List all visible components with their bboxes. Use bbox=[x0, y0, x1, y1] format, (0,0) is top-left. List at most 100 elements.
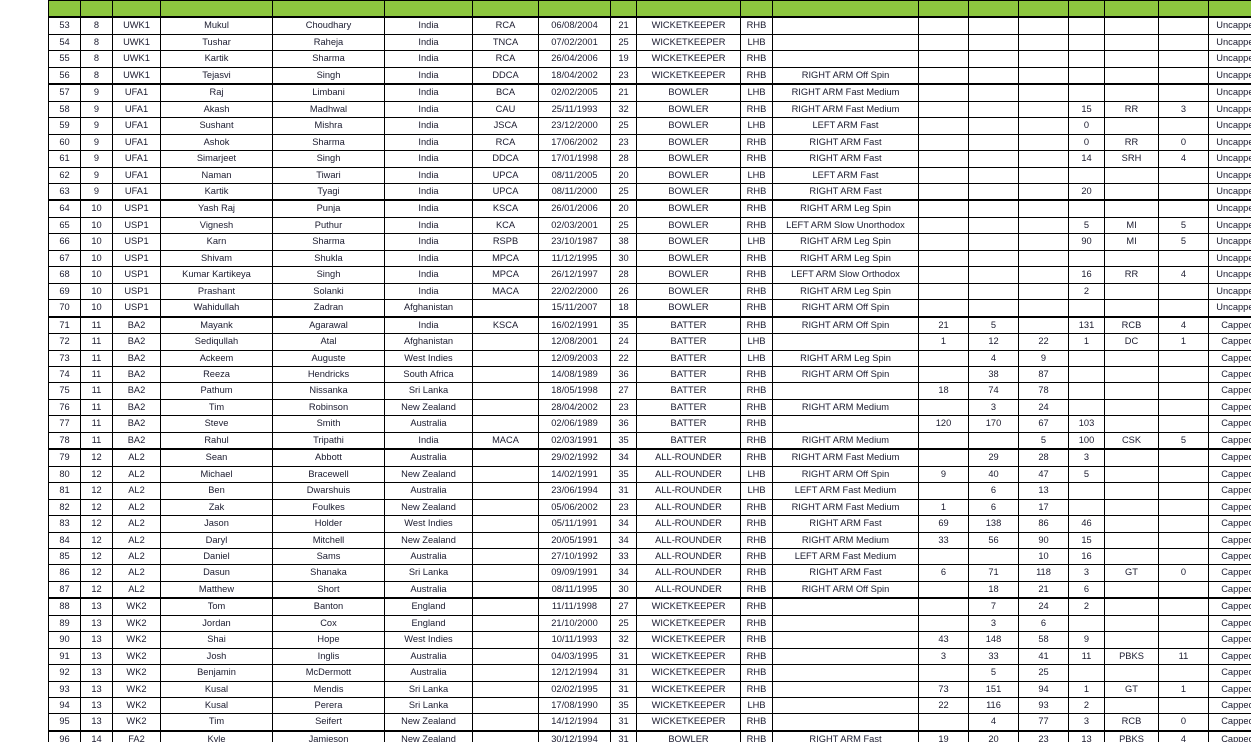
cell-lista[interactable]: 3 bbox=[968, 398, 1019, 417]
cell-first[interactable]: Shivam bbox=[160, 249, 273, 268]
cell-dob[interactable]: 23/12/2000 bbox=[538, 117, 611, 135]
cell-set[interactable]: 9 bbox=[80, 166, 113, 184]
cell-bowl[interactable]: LEFT ARM Fast bbox=[772, 166, 919, 184]
cell-set[interactable]: 12 bbox=[80, 482, 113, 500]
header-bowling-style[interactable] bbox=[772, 0, 919, 18]
cell-setno[interactable]: USP1 bbox=[112, 266, 161, 284]
cell-country[interactable]: England bbox=[384, 614, 473, 633]
cell-team[interactable] bbox=[1104, 66, 1159, 85]
cell-type[interactable]: WICKETKEEPER bbox=[636, 597, 741, 616]
cell-first[interactable]: Naman bbox=[160, 166, 273, 184]
cell-bowl[interactable]: RIGHT ARM Fast bbox=[772, 515, 919, 533]
cell-caps[interactable]: 5 bbox=[1158, 216, 1209, 235]
cell-sno[interactable]: 94 bbox=[48, 697, 81, 715]
cell-dob[interactable]: 29/02/1992 bbox=[538, 448, 611, 467]
cell-set[interactable]: 10 bbox=[80, 199, 113, 218]
table-row[interactable]: 70 10 USP1 Wahidullah Zadran Afghanistan 15/11… bbox=[48, 299, 1251, 318]
cell-dob[interactable]: 26/12/1997 bbox=[538, 266, 611, 284]
cell-t20i[interactable] bbox=[918, 614, 969, 633]
cell-ipl[interactable]: 16 bbox=[1068, 547, 1105, 566]
cell-team[interactable]: RR bbox=[1104, 100, 1159, 119]
cell-ipl[interactable] bbox=[1068, 614, 1105, 633]
cell-country[interactable]: India bbox=[384, 50, 473, 68]
cell-fc[interactable]: 67 bbox=[1018, 415, 1069, 433]
cell-lista[interactable] bbox=[968, 282, 1019, 301]
cell-ipl[interactable]: 3 bbox=[1068, 448, 1105, 467]
cell-setno[interactable]: AL2 bbox=[112, 515, 161, 533]
cell-bat[interactable]: LHB bbox=[740, 233, 773, 251]
cell-team[interactable]: RCB bbox=[1104, 315, 1159, 335]
cell-lista[interactable]: 38 bbox=[968, 365, 1019, 384]
cell-sno[interactable]: 75 bbox=[48, 382, 81, 400]
cell-caps[interactable] bbox=[1158, 415, 1209, 433]
cell-type[interactable]: BATTER bbox=[636, 382, 741, 400]
cell-type[interactable]: BATTER bbox=[636, 398, 741, 417]
cell-bat[interactable]: RHB bbox=[740, 199, 773, 218]
cell-setno[interactable]: UFA1 bbox=[112, 166, 161, 184]
cell-bowl[interactable] bbox=[772, 614, 919, 633]
cell-team[interactable] bbox=[1104, 299, 1159, 318]
cell-age[interactable]: 25 bbox=[610, 33, 637, 52]
cell-lista[interactable] bbox=[968, 100, 1019, 119]
cell-set[interactable]: 8 bbox=[80, 33, 113, 52]
cell-lista[interactable] bbox=[968, 216, 1019, 235]
cell-sno[interactable]: 66 bbox=[48, 233, 81, 251]
cell-ipl[interactable]: 9 bbox=[1068, 631, 1105, 649]
cell-set[interactable]: 9 bbox=[80, 182, 113, 201]
cell-fc[interactable]: 78 bbox=[1018, 382, 1069, 400]
cell-first[interactable]: Daniel bbox=[160, 547, 273, 566]
cell-t20i[interactable]: 9 bbox=[918, 465, 969, 484]
cell-set[interactable]: 9 bbox=[80, 133, 113, 152]
cell-assoc[interactable]: DDCA bbox=[472, 66, 539, 85]
cell-status[interactable]: Uncapped bbox=[1208, 182, 1251, 201]
cell-first[interactable]: Simarjeet bbox=[160, 150, 273, 168]
cell-lista[interactable]: 5 bbox=[968, 315, 1019, 335]
cell-sno[interactable]: 58 bbox=[48, 100, 81, 119]
cell-bowl[interactable] bbox=[772, 50, 919, 68]
cell-assoc[interactable] bbox=[472, 349, 539, 367]
cell-bat[interactable]: RHB bbox=[740, 266, 773, 284]
cell-t20i[interactable] bbox=[918, 597, 969, 616]
cell-lista[interactable]: 151 bbox=[968, 680, 1019, 699]
cell-bowl[interactable] bbox=[772, 647, 919, 666]
cell-status[interactable]: Capped bbox=[1208, 398, 1251, 417]
cell-fc[interactable]: 25 bbox=[1018, 664, 1069, 682]
cell-team[interactable] bbox=[1104, 547, 1159, 566]
table-row[interactable]: 73 11 BA2 Ackeem Auguste West Indies 12/09/200… bbox=[48, 349, 1251, 367]
cell-bat[interactable]: RHB bbox=[740, 216, 773, 235]
cell-caps[interactable]: 4 bbox=[1158, 150, 1209, 168]
cell-age[interactable]: 30 bbox=[610, 249, 637, 268]
cell-first[interactable]: Ben bbox=[160, 482, 273, 500]
cell-bat[interactable]: RHB bbox=[740, 50, 773, 68]
cell-set[interactable]: 11 bbox=[80, 365, 113, 384]
cell-setno[interactable]: UWK1 bbox=[112, 33, 161, 52]
cell-t20i[interactable]: 19 bbox=[918, 729, 969, 742]
cell-bowl[interactable]: RIGHT ARM Leg Spin bbox=[772, 199, 919, 218]
cell-lista[interactable] bbox=[968, 299, 1019, 318]
cell-fc[interactable] bbox=[1018, 199, 1069, 218]
cell-last[interactable]: Puthur bbox=[272, 216, 385, 235]
table-row[interactable]: 86 12 AL2 Dasun Shanaka Sri Lanka 09/09/1991 34… bbox=[48, 564, 1251, 582]
cell-bowl[interactable]: LEFT ARM Slow Unorthodox bbox=[772, 216, 919, 235]
cell-dob[interactable]: 17/08/1990 bbox=[538, 697, 611, 715]
cell-sno[interactable]: 91 bbox=[48, 647, 81, 666]
cell-setno[interactable]: USP1 bbox=[112, 199, 161, 218]
cell-t20i[interactable] bbox=[918, 83, 969, 102]
cell-status[interactable]: Capped bbox=[1208, 580, 1251, 599]
cell-caps[interactable] bbox=[1158, 515, 1209, 533]
cell-ipl[interactable] bbox=[1068, 664, 1105, 682]
cell-fc[interactable]: 22 bbox=[1018, 333, 1069, 351]
cell-ipl[interactable]: 0 bbox=[1068, 133, 1105, 152]
cell-team[interactable] bbox=[1104, 580, 1159, 599]
cell-last[interactable]: Singh bbox=[272, 266, 385, 284]
cell-sno[interactable]: 53 bbox=[48, 16, 81, 35]
cell-fc[interactable] bbox=[1018, 100, 1069, 119]
cell-type[interactable]: WICKETKEEPER bbox=[636, 50, 741, 68]
cell-type[interactable]: BOWLER bbox=[636, 299, 741, 318]
cell-lista[interactable] bbox=[968, 117, 1019, 135]
cell-type[interactable]: ALL-ROUNDER bbox=[636, 465, 741, 484]
cell-first[interactable]: Sushant bbox=[160, 117, 273, 135]
cell-status[interactable]: Capped bbox=[1208, 680, 1251, 699]
cell-dob[interactable]: 21/10/2000 bbox=[538, 614, 611, 633]
cell-t20i[interactable] bbox=[918, 16, 969, 35]
